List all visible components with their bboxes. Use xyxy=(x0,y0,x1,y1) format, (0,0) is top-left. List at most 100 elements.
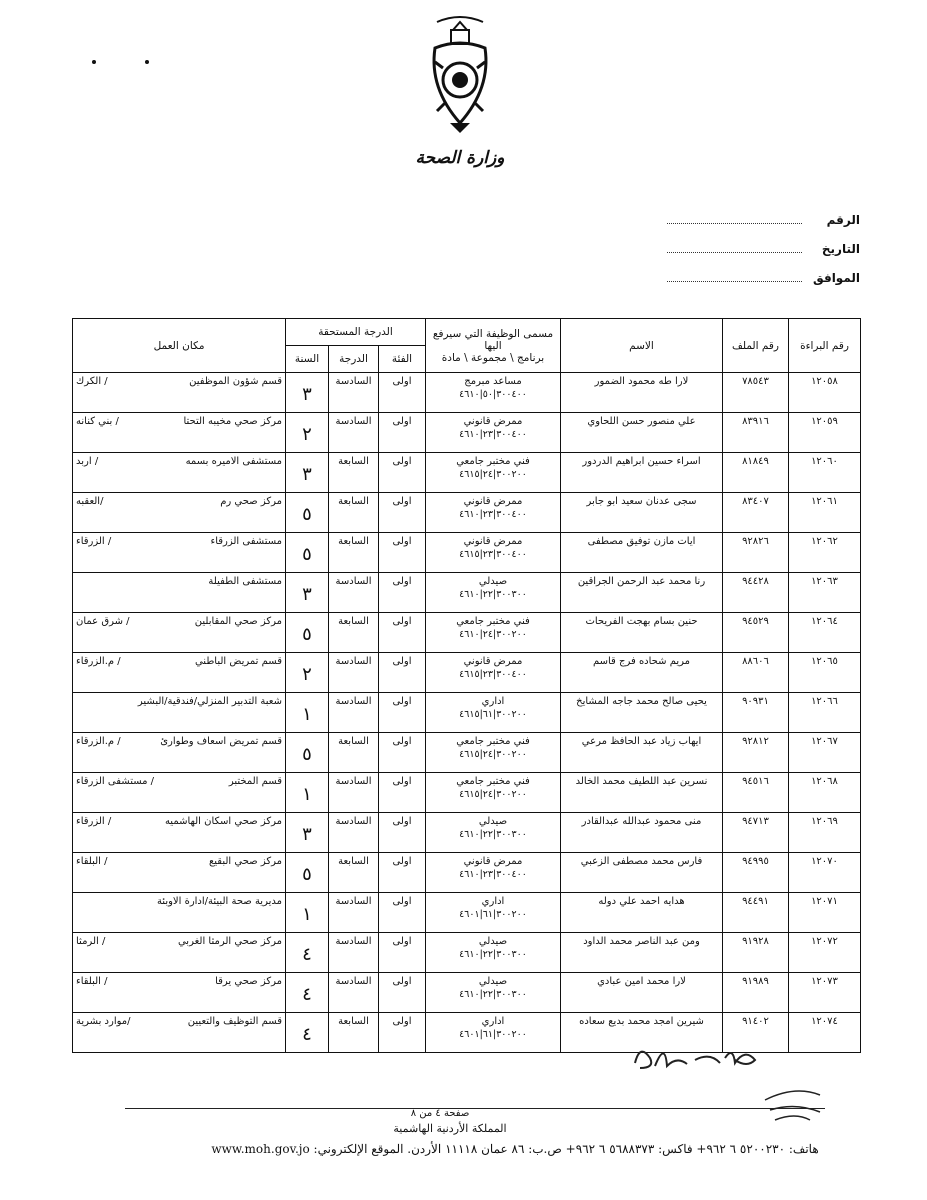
cell-file: ٨٣٤٠٧ xyxy=(722,492,789,533)
cell-file: ٩٢٨١٢ xyxy=(722,732,789,773)
cell-job: ممرض قانوني ٣٠٠٤٠٠|٢٣|٤٦١٥ xyxy=(425,652,561,693)
place-name: قسم تمريض الباطني xyxy=(194,656,282,667)
cell-place: مستشفى الاميره بسمه / اربد xyxy=(72,452,286,493)
cell-seq: ١٢٠٦٥ xyxy=(788,652,861,693)
job-code: ٣٠٠٤٠٠|٢٣|٤٦١٠ xyxy=(459,509,527,520)
cell-job: فني مختبر جامعي ٣٠٠٢٠٠|٢٤|٤٦١٥ xyxy=(425,732,561,773)
cell-grade: السادسة xyxy=(328,772,379,813)
cell-file: ٩٠٩٣١ xyxy=(722,692,789,733)
cell-place: مركز صحي اسكان الهاشميه / الزرقاء xyxy=(72,812,286,853)
place-region: / اربد xyxy=(76,456,99,467)
cell-job: فني مختبر جامعي ٣٠٠٢٠٠|٢٤|٤٦١٥ xyxy=(425,772,561,813)
table-row: ١٢٠٧١ ٩٤٤٩١ هدايه احمد علي دوله اداري ٣٠٠… xyxy=(72,892,861,933)
cell-seq: ١٢٠٧١ xyxy=(788,892,861,933)
table-row: ١٢٠٦٥ ٨٨٦٠٦ مريم شحاده فرج قاسم ممرض قان… xyxy=(72,652,861,693)
cell-grade: السابعة xyxy=(328,492,379,533)
cell-place: مركز صحي رم/العقبه xyxy=(72,492,286,533)
cell-year: ١ xyxy=(285,892,329,933)
cell-seq: ١٢٠٧٠ xyxy=(788,852,861,893)
cell-file: ٩٤٥٢٩ xyxy=(722,612,789,653)
job-code: ٣٠٠٢٠٠|٢٤|٤٦١٠ xyxy=(459,629,527,640)
table-row: ١٢٠٦٦ ٩٠٩٣١ يحيى صالح محمد جاجه المشايخ … xyxy=(72,692,861,733)
cell-grade: السابعة xyxy=(328,452,379,493)
cell-category: اولى xyxy=(378,692,426,733)
table-row: ١٢٠٦٠ ٨١٨٤٩ اسراء حسين ابراهيم الدردور ف… xyxy=(72,452,861,493)
cell-place: مديرية صحة البيئة/ادارة الاوبئة xyxy=(72,892,286,933)
cell-name: اسراء حسين ابراهيم الدردور xyxy=(560,452,723,493)
cell-grade: السادسة xyxy=(328,652,379,693)
table-row: ١٢٠٧٠ ٩٤٩٩٥ فارس محمد مصطفى الزعبي ممرض … xyxy=(72,852,861,893)
corresponding-date-field: الموافق xyxy=(660,263,860,292)
scan-mark xyxy=(145,60,149,64)
header-seq: رقم البراءة xyxy=(788,318,861,373)
cell-seq: ١٢٠٦٤ xyxy=(788,612,861,653)
job-code: ٣٠٠٢٠٠|٢٤|٤٦١٥ xyxy=(459,789,527,800)
cell-place: قسم تمريض اسعاف وطوارئ / م.الزرقاء xyxy=(72,732,286,773)
header-job-title: مسمى الوظيفة التي سيرفع اليها xyxy=(432,327,554,352)
cell-name: هدايه احمد علي دوله xyxy=(560,892,723,933)
cell-job: اداري ٣٠٠٢٠٠|٦١|٤٦١٥ xyxy=(425,692,561,733)
cell-seq: ١٢٠٧٤ xyxy=(788,1012,861,1053)
place-region: / البلقاء xyxy=(76,856,108,867)
cell-grade: السابعة xyxy=(328,612,379,653)
cell-category: اولى xyxy=(378,1012,426,1053)
reference-number-field: الرقم xyxy=(660,205,860,234)
job-code: ٣٠٠٤٠٠|٢٣|٤٦١٥ xyxy=(459,669,527,680)
job-title: صيدلي xyxy=(478,576,508,587)
cell-place: مستشفى الزرقاء / الزرقاء xyxy=(72,532,286,573)
place-region: /موارد بشرية xyxy=(76,1016,131,1027)
cell-name: علي منصور حسن اللحاوي xyxy=(560,412,723,453)
cell-file: ٩١٤٠٢ xyxy=(722,1012,789,1053)
cell-seq: ١٢٠٦١ xyxy=(788,492,861,533)
place-name: قسم المختبر xyxy=(228,776,282,787)
job-code: ٣٠٠٣٠٠|٢٢|٤٦١٠ xyxy=(459,589,527,600)
job-code: ٣٠٠٤٠٠|٢٣|٤٦١٠ xyxy=(459,429,527,440)
cell-category: اولى xyxy=(378,772,426,813)
cell-year: ٤ xyxy=(285,932,329,973)
place-region: / مستشفى الزرقاء xyxy=(76,776,155,787)
promotions-table: رقم البراءة رقم الملف الاسم مسمى الوظيفة… xyxy=(72,318,861,1053)
cell-name: ايهاب زياد عبد الحافظ مرعي xyxy=(560,732,723,773)
cell-seq: ١٢٠٥٨ xyxy=(788,372,861,413)
cell-year: ٥ xyxy=(285,492,329,533)
cell-grade: السادسة xyxy=(328,812,379,853)
cell-seq: ١٢٠٦٦ xyxy=(788,692,861,733)
cell-place: قسم تمريض الباطني / م.الزرقاء xyxy=(72,652,286,693)
cell-category: اولى xyxy=(378,652,426,693)
cell-file: ٧٨٥٤٣ xyxy=(722,372,789,413)
table-row: ١٢٠٥٨ ٧٨٥٤٣ لارا طه محمود الضمور مساعد م… xyxy=(72,372,861,413)
table-row: ١٢٠٦٩ ٩٤٧١٣ منى محمود عبدالله عبدالقادر … xyxy=(72,812,861,853)
place-region: / الرمثا xyxy=(76,936,106,947)
cell-job: اداري ٣٠٠٢٠٠|٦١|٤٦٠١ xyxy=(425,892,561,933)
cell-name: ايات مازن توفيق مصطفى xyxy=(560,532,723,573)
table-row: ١٢٠٥٩ ٨٣٩١٦ علي منصور حسن اللحاوي ممرض ق… xyxy=(72,412,861,453)
cell-grade: السادسة xyxy=(328,572,379,613)
cell-place: مركز صحي المقابلين / شرق عمان xyxy=(72,612,286,653)
table-row: ١٢٠٦٣ ٩٤٤٢٨ رنا محمد عبد الرحمن الجراقين… xyxy=(72,572,861,613)
place-name: مستشفى الزرقاء xyxy=(210,536,283,547)
reference-fields: الرقم التاريخ الموافق xyxy=(660,205,860,292)
cell-seq: ١٢٠٥٩ xyxy=(788,412,861,453)
cell-name: مريم شحاده فرج قاسم xyxy=(560,652,723,693)
cell-category: اولى xyxy=(378,532,426,573)
job-title: فني مختبر جامعي xyxy=(456,776,530,787)
cell-name: فارس محمد مصطفى الزعبي xyxy=(560,852,723,893)
table-row: ١٢٠٦١ ٨٣٤٠٧ سجى عدنان سعيد ابو جابر ممرض… xyxy=(72,492,861,533)
dotted-line xyxy=(667,215,802,224)
cell-category: اولى xyxy=(378,412,426,453)
table-row: ١٢٠٦٤ ٩٤٥٢٩ حنين بسام بهجت الفريحات فني … xyxy=(72,612,861,653)
cell-year: ٣ xyxy=(285,812,329,853)
job-title: اداري xyxy=(481,896,505,907)
cell-category: اولى xyxy=(378,572,426,613)
cell-year: ٣ xyxy=(285,372,329,413)
job-code: ٣٠٠٢٠٠|٦١|٤٦٠١ xyxy=(459,1029,527,1040)
cell-file: ٩٢٨٢٦ xyxy=(722,532,789,573)
cell-job: فني مختبر جامعي ٣٠٠٢٠٠|٢٤|٤٦١٠ xyxy=(425,612,561,653)
place-region: / شرق عمان xyxy=(76,616,130,627)
job-title: مساعد مبرمج xyxy=(464,376,522,387)
cell-grade: السابعة xyxy=(328,532,379,573)
header-name: الاسم xyxy=(560,318,723,373)
scan-mark xyxy=(92,60,96,64)
cell-category: اولى xyxy=(378,492,426,533)
place-name: مركز صحي البقيع xyxy=(208,856,282,867)
